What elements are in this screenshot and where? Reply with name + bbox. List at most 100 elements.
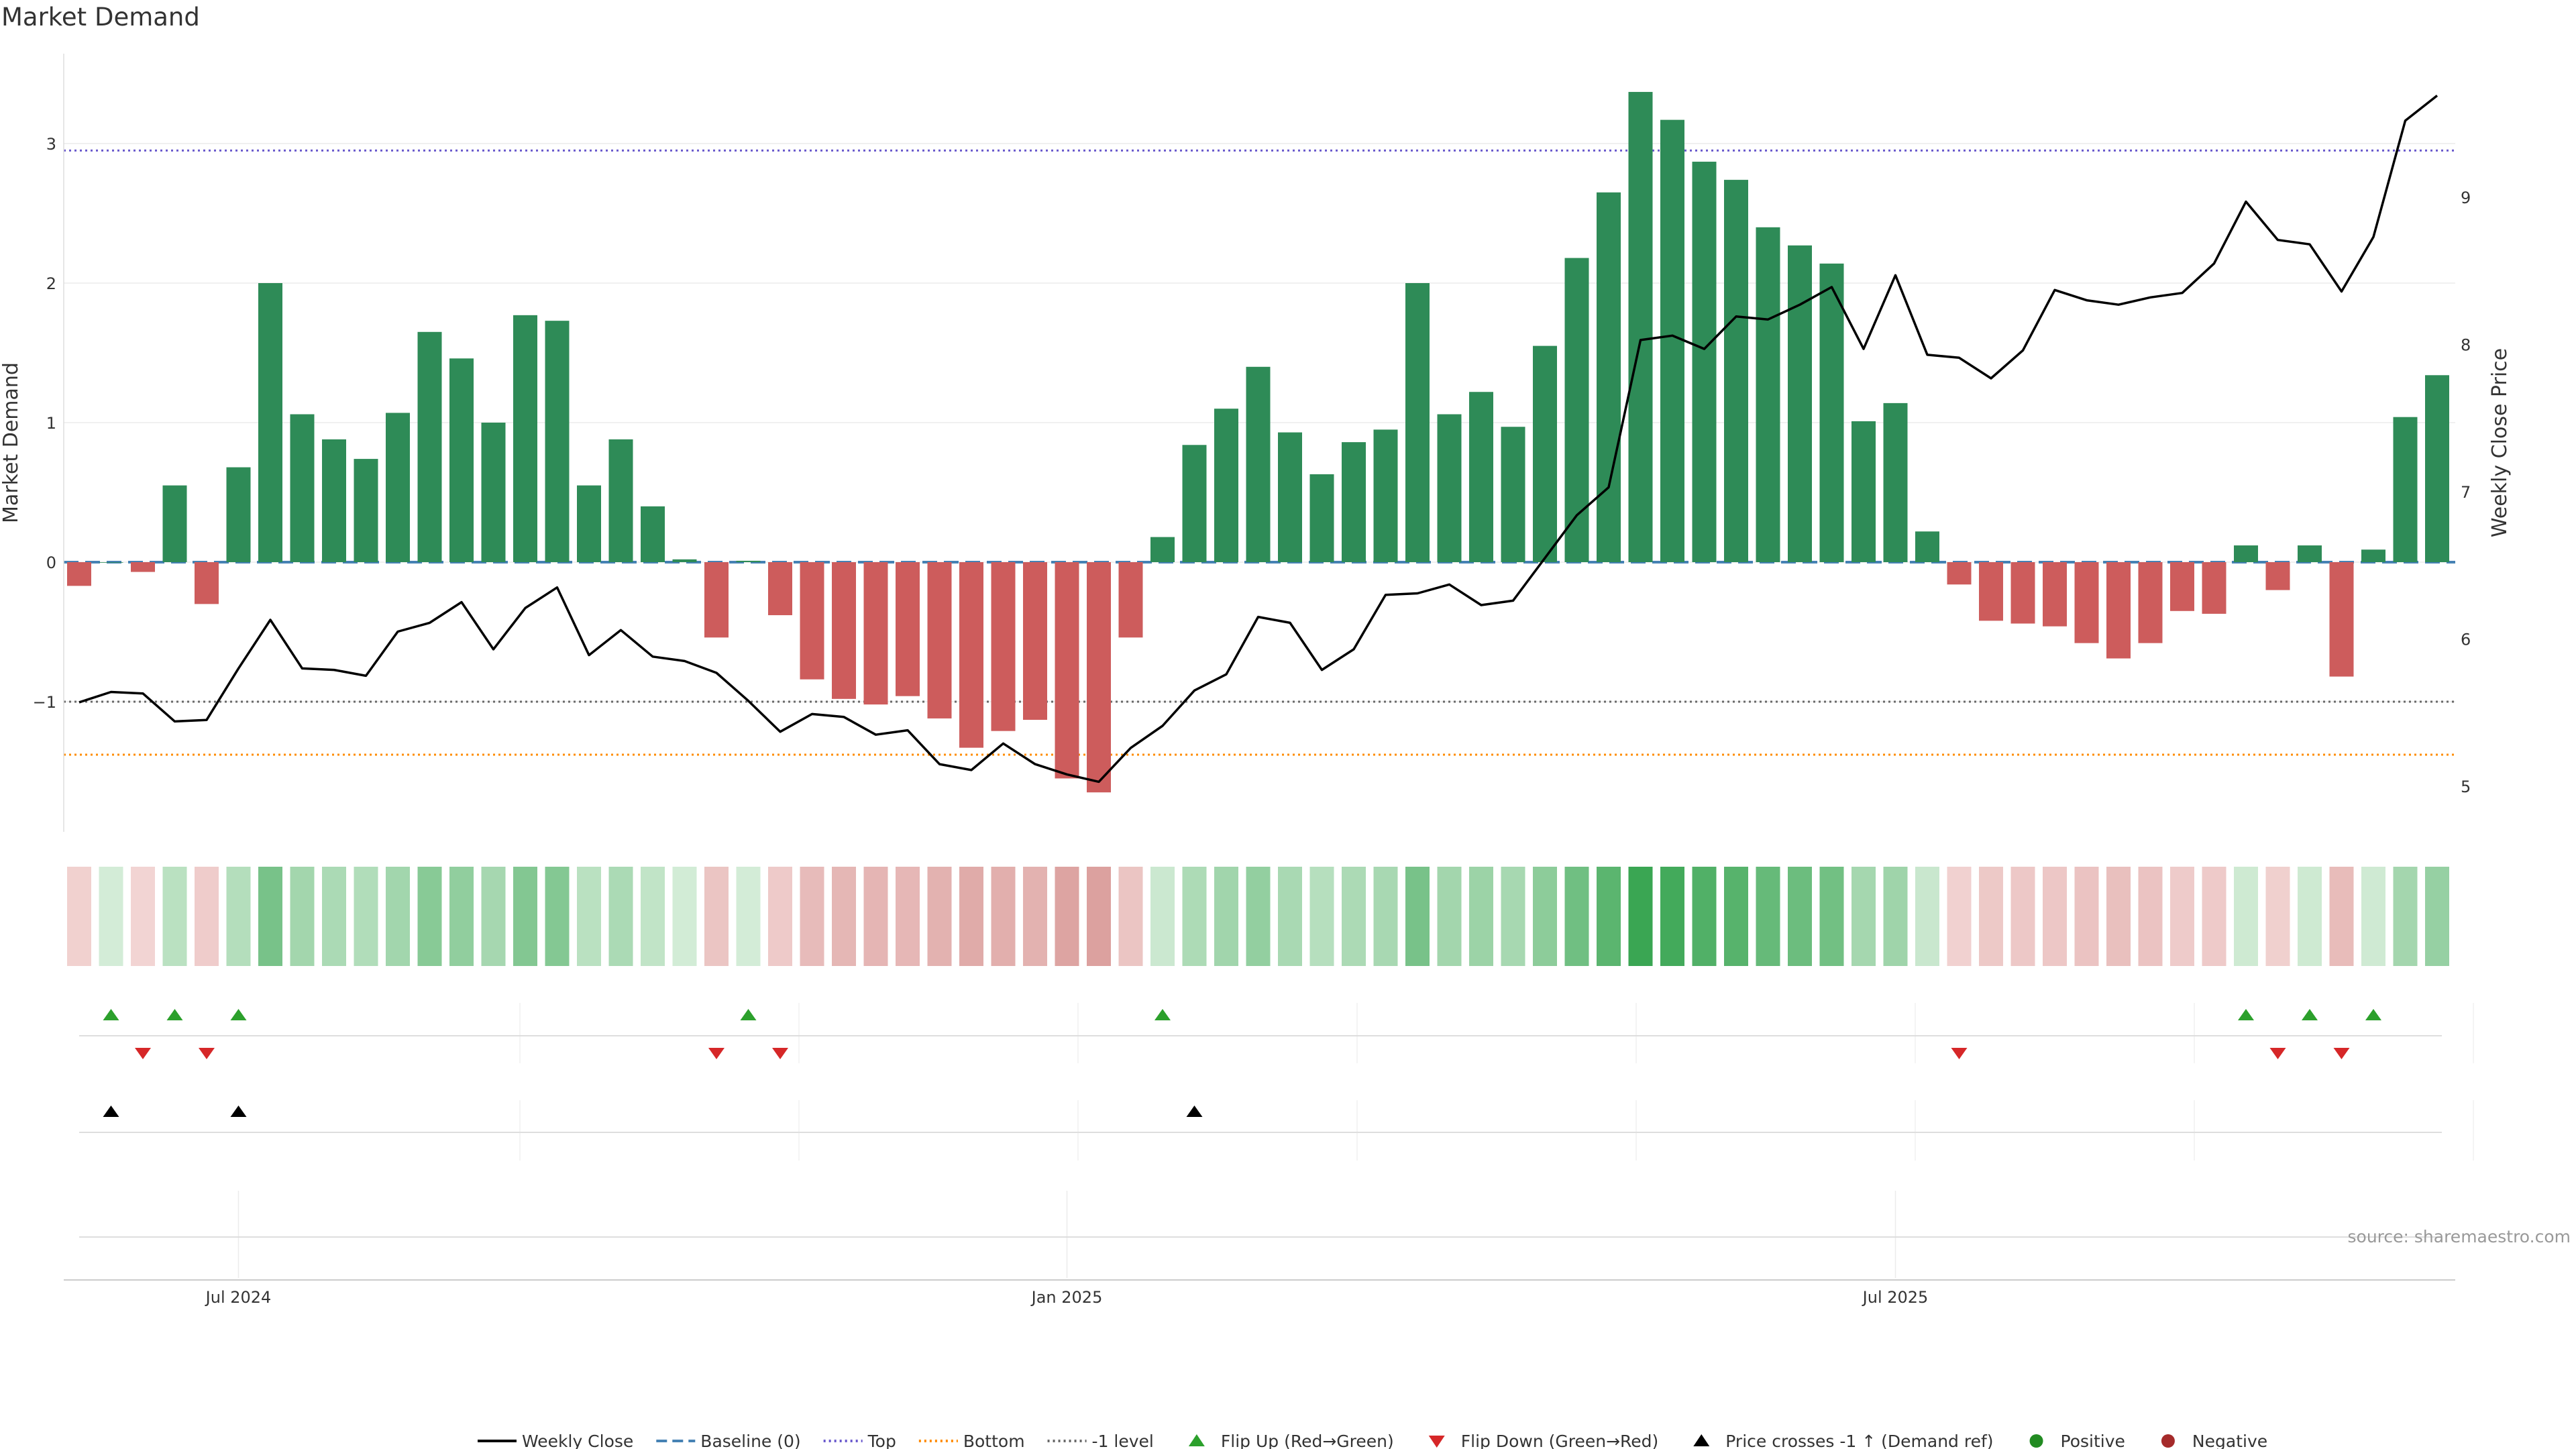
- flip-up-marker: [1155, 1009, 1171, 1020]
- demand-bar: [1724, 180, 1748, 563]
- demand-bar: [449, 358, 474, 562]
- demand-bar: [99, 562, 123, 563]
- heat-cell: [131, 867, 155, 966]
- flip-down-marker: [1951, 1048, 1968, 1059]
- y-tick-label: −1: [33, 693, 56, 712]
- demand-bar: [863, 562, 888, 705]
- heat-cell: [449, 867, 474, 966]
- demand-bar: [736, 560, 761, 562]
- heat-cell: [927, 867, 952, 966]
- heat-cell: [672, 867, 697, 966]
- heat-cell: [1660, 867, 1684, 966]
- demand-bar: [1851, 421, 1876, 562]
- demand-bar: [1437, 414, 1462, 562]
- legend-swatch-dot: [2029, 1434, 2043, 1448]
- heat-cell: [290, 867, 315, 966]
- heat-cell: [1628, 867, 1653, 966]
- legend-label: -1 level: [1092, 1432, 1154, 1449]
- demand-bar: [481, 423, 506, 562]
- heat-cell: [1979, 867, 2003, 966]
- y2-tick-label: 6: [2461, 631, 2471, 649]
- demand-bar: [800, 562, 824, 680]
- demand-bar: [1023, 562, 1047, 720]
- demand-bar: [290, 414, 315, 562]
- heat-cell: [1055, 867, 1079, 966]
- demand-bar: [2138, 562, 2163, 643]
- demand-bar: [1788, 245, 1812, 562]
- legend-label: Negative: [2192, 1432, 2267, 1449]
- price-cross-marker: [230, 1106, 247, 1117]
- heat-cell: [354, 867, 378, 966]
- heat-cell: [863, 867, 888, 966]
- demand-bar: [1055, 562, 1079, 779]
- heat-cell: [2202, 867, 2226, 966]
- legend-swatch-triangle-down: [1428, 1436, 1445, 1448]
- legend-label: Flip Down (Green→Red): [1461, 1432, 1659, 1449]
- demand-bar: [1373, 429, 1398, 562]
- legend-label: Weekly Close: [522, 1432, 633, 1449]
- flip-up-marker: [103, 1009, 119, 1020]
- demand-bar: [577, 485, 601, 562]
- heat-cell: [1851, 867, 1876, 966]
- legend-swatch-triangle-up: [1188, 1434, 1205, 1446]
- heat-cell: [1692, 867, 1717, 966]
- demand-bar: [1628, 92, 1653, 563]
- demand-bar: [2425, 375, 2449, 562]
- heat-cell: [1214, 867, 1238, 966]
- legend-label: Flip Up (Red→Green): [1221, 1432, 1394, 1449]
- heat-cell: [513, 867, 537, 966]
- heat-cell: [1788, 867, 1812, 966]
- heat-cell: [1405, 867, 1430, 966]
- heat-cell: [832, 867, 856, 966]
- demand-bar: [131, 562, 155, 572]
- legend-label: Top: [867, 1432, 896, 1449]
- demand-bar: [2298, 545, 2322, 562]
- demand-bar: [1883, 402, 1908, 562]
- legend-label: Positive: [2061, 1432, 2125, 1449]
- demand-bar: [1947, 562, 1972, 585]
- demand-bar: [2043, 562, 2067, 627]
- y2-tick-label: 5: [2461, 777, 2471, 796]
- heat-cell: [641, 867, 665, 966]
- heat-cell: [1023, 867, 1047, 966]
- demand-bar: [608, 439, 633, 562]
- source-note: source: sharemaestro.com: [2348, 1227, 2571, 1246]
- demand-bar: [991, 562, 1016, 731]
- heat-cell: [800, 867, 824, 966]
- demand-bar: [2361, 549, 2385, 562]
- flip-down-marker: [708, 1048, 724, 1059]
- y-tick-label: 1: [46, 414, 56, 433]
- x-tick-label: Jan 2025: [1030, 1288, 1103, 1307]
- demand-bar: [2106, 562, 2131, 659]
- demand-bar: [354, 459, 378, 562]
- flip-down-marker: [2269, 1048, 2286, 1059]
- demand-bar: [1087, 562, 1111, 793]
- demand-bar: [1405, 283, 1430, 562]
- heat-cell: [959, 867, 983, 966]
- x-tick-label: Jul 2024: [205, 1288, 272, 1307]
- flip-down-marker: [199, 1048, 215, 1059]
- chart-title: Market Demand: [1, 3, 200, 32]
- price-cross-marker: [103, 1106, 119, 1117]
- heat-cell: [1915, 867, 1939, 966]
- flip-down-marker: [2333, 1048, 2350, 1059]
- heat-cell: [2170, 867, 2194, 966]
- heat-cell: [1597, 867, 1621, 966]
- flip-up-marker: [2302, 1009, 2318, 1020]
- demand-bar: [1246, 366, 1271, 562]
- heat-cell: [545, 867, 570, 966]
- flip-up-marker: [230, 1009, 247, 1020]
- flip-up-marker: [740, 1009, 757, 1020]
- heat-cell: [1564, 867, 1589, 966]
- heat-cell: [1342, 867, 1366, 966]
- heat-cell: [226, 867, 251, 966]
- demand-bar: [2074, 562, 2099, 643]
- heat-cell: [768, 867, 792, 966]
- y-axis-label: Market Demand: [0, 362, 23, 523]
- demand-bar: [195, 562, 219, 604]
- heat-cell: [896, 867, 920, 966]
- heat-cell: [1182, 867, 1207, 966]
- demand-bar: [226, 467, 251, 562]
- y2-tick-label: 8: [2461, 336, 2471, 355]
